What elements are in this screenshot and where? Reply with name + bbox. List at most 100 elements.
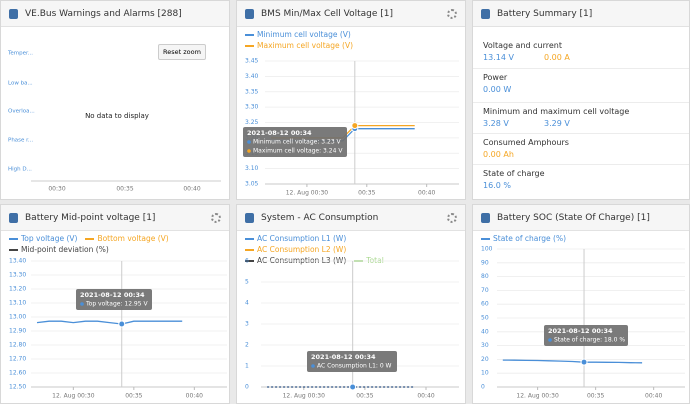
x-tick-label: 00:30 — [48, 186, 65, 193]
tooltip — [544, 325, 628, 346]
tooltip — [76, 289, 152, 310]
legend-label: Total — [366, 256, 384, 265]
summary-value: 0.00 A — [544, 53, 570, 62]
panel-icon — [9, 212, 18, 223]
y-tick-label: 90 — [481, 259, 489, 266]
separator — [473, 164, 689, 165]
summary-value: 0.00 Ah — [483, 150, 514, 159]
legend-label: Maximum cell voltage (V) — [257, 41, 354, 50]
legend-item[interactable]: AC Consumption L3 (W) — [245, 255, 346, 266]
tooltip-title: 2021-08-12 00:34 — [247, 129, 312, 137]
legend-item[interactable]: Top voltage (V) — [9, 233, 77, 244]
y-label: High D... — [8, 167, 32, 173]
y-tick-label: 0 — [481, 384, 485, 391]
legend-item[interactable]: State of charge (%) — [481, 233, 566, 244]
tooltip-bullet — [80, 302, 84, 306]
x-tick-label: 00:40 — [186, 393, 203, 400]
legend-swatch — [9, 237, 18, 240]
legend-swatch — [245, 44, 254, 47]
summary-label: Minimum and maximum cell voltage — [483, 107, 630, 116]
legend-swatch — [245, 33, 254, 36]
y-tick-label: 5 — [245, 279, 249, 286]
x-tick-label: 00:35 — [125, 393, 142, 400]
panel: Battery Mid-point voltage [1] Top voltage… — [0, 204, 230, 404]
legend: AC Consumption L1 (W) AC Consumption L2 (… — [245, 233, 459, 266]
x-tick-label: 00:40 — [645, 393, 662, 400]
tooltip-line: Minimum cell voltage: 3.23 V — [253, 139, 342, 146]
legend-item[interactable]: Bottom voltage (V) — [85, 233, 169, 244]
summary-value: 3.28 V — [483, 119, 509, 128]
y-tick-label: 4 — [245, 300, 249, 307]
settings-button[interactable] — [211, 213, 221, 223]
y-tick-label: 12.80 — [9, 342, 26, 349]
separator — [473, 102, 689, 103]
legend-label: AC Consumption L3 (W) — [257, 256, 347, 265]
summary-value: 3.29 V — [544, 119, 570, 128]
legend-item[interactable]: AC Consumption L2 (W) — [245, 244, 346, 255]
x-tick-label: 00:40 — [417, 393, 434, 400]
panel-title: System - AC Consumption — [261, 212, 379, 223]
settings-button[interactable] — [447, 9, 457, 19]
legend-label: AC Consumption L1 (W) — [257, 234, 347, 243]
y-tick-label: 13.20 — [9, 286, 26, 293]
y-tick-label: 70 — [481, 287, 489, 294]
legend-label: Top voltage (V) — [21, 234, 78, 243]
panel-title: VE.Bus Warnings and Alarms [288] — [25, 8, 182, 19]
chart: 0 1 2 3 4 5 6 12. Aug 00:30 00:35 00:40 2021-08-12… — [245, 258, 459, 400]
legend-swatch — [245, 237, 254, 240]
legend-swatch — [85, 237, 95, 240]
legend-item[interactable]: Minimum cell voltage (V) — [245, 29, 351, 40]
panel: Battery SOC (State Of Charge) [1] State o… — [472, 204, 690, 404]
summary-label: Power — [483, 73, 508, 82]
summary-label: Consumed Amphours — [483, 138, 569, 147]
settings-button[interactable] — [447, 213, 457, 223]
panel-header: Battery Summary [1] — [473, 1, 689, 27]
chart: 12.50 12.60 12.70 12.80 12.90 13.00 13.10 13.20… — [9, 258, 227, 400]
legend-item[interactable]: AC Consumption L1 (W) — [245, 233, 346, 244]
legend-item[interactable]: Mid-point deviation (%) — [9, 244, 109, 255]
empty-message: No data to display — [85, 112, 149, 120]
y-tick-label: 13.30 — [9, 272, 26, 279]
legend-label: AC Consumption L2 (W) — [257, 245, 347, 254]
reset-zoom-button[interactable]: Reset zoom — [158, 44, 206, 60]
panel-icon — [245, 8, 254, 19]
hover-point — [349, 383, 357, 391]
summary-label: State of charge — [483, 169, 545, 178]
panel-header: Battery SOC (State Of Charge) [1] — [473, 205, 689, 231]
panel-header: System - AC Consumption — [237, 205, 465, 231]
y-tick-label: 12.90 — [9, 328, 26, 335]
tooltip-title: 2021-08-12 00:34 — [80, 291, 145, 299]
legend-label: Mid-point deviation (%) — [21, 245, 109, 254]
y-tick-label: 3.05 — [245, 181, 259, 188]
y-tick-label: 10 — [481, 370, 489, 377]
panel-icon — [9, 8, 18, 19]
x-tick-label: 00:35 — [116, 186, 133, 193]
y-tick-label: 12.50 — [9, 384, 26, 391]
tooltip-bullet — [247, 140, 251, 144]
tooltip-line: Maximum cell voltage: 3.24 V — [253, 148, 343, 155]
legend-item[interactable]: Total — [354, 255, 384, 266]
y-tick-label: 20 — [481, 356, 489, 363]
panel: VE.Bus Warnings and Alarms [288] Temper..… — [0, 0, 230, 200]
y-label: Low ba... — [8, 81, 33, 87]
panel-title: BMS Min/Max Cell Voltage [1] — [261, 8, 394, 19]
y-tick-label: 3.10 — [245, 165, 259, 172]
x-tick-label: 00:35 — [587, 393, 604, 400]
y-tick-label: 12.60 — [9, 370, 26, 377]
y-tick-label: 13.10 — [9, 300, 26, 307]
legend-item[interactable]: Maximum cell voltage (V) — [245, 40, 353, 51]
y-tick-label: 3.35 — [245, 88, 259, 95]
x-tick-label: 12. Aug 00:30 — [52, 393, 95, 400]
panel-header: VE.Bus Warnings and Alarms [288] — [1, 1, 229, 27]
y-tick-label: 13.40 — [9, 258, 26, 265]
y-tick-label: 3 — [245, 321, 249, 328]
panel-title: Battery Mid-point voltage [1] — [25, 212, 156, 223]
y-label: Phase r... — [8, 138, 33, 144]
series-line — [36, 320, 183, 325]
legend-swatch — [9, 248, 18, 251]
y-tick-label: 13.00 — [9, 314, 26, 321]
panel: System - AC Consumption AC Consumption L1… — [236, 204, 466, 404]
x-tick-label: 00:40 — [183, 186, 200, 193]
y-tick-label: 100 — [481, 246, 493, 253]
summary-label: Voltage and current — [483, 41, 563, 50]
